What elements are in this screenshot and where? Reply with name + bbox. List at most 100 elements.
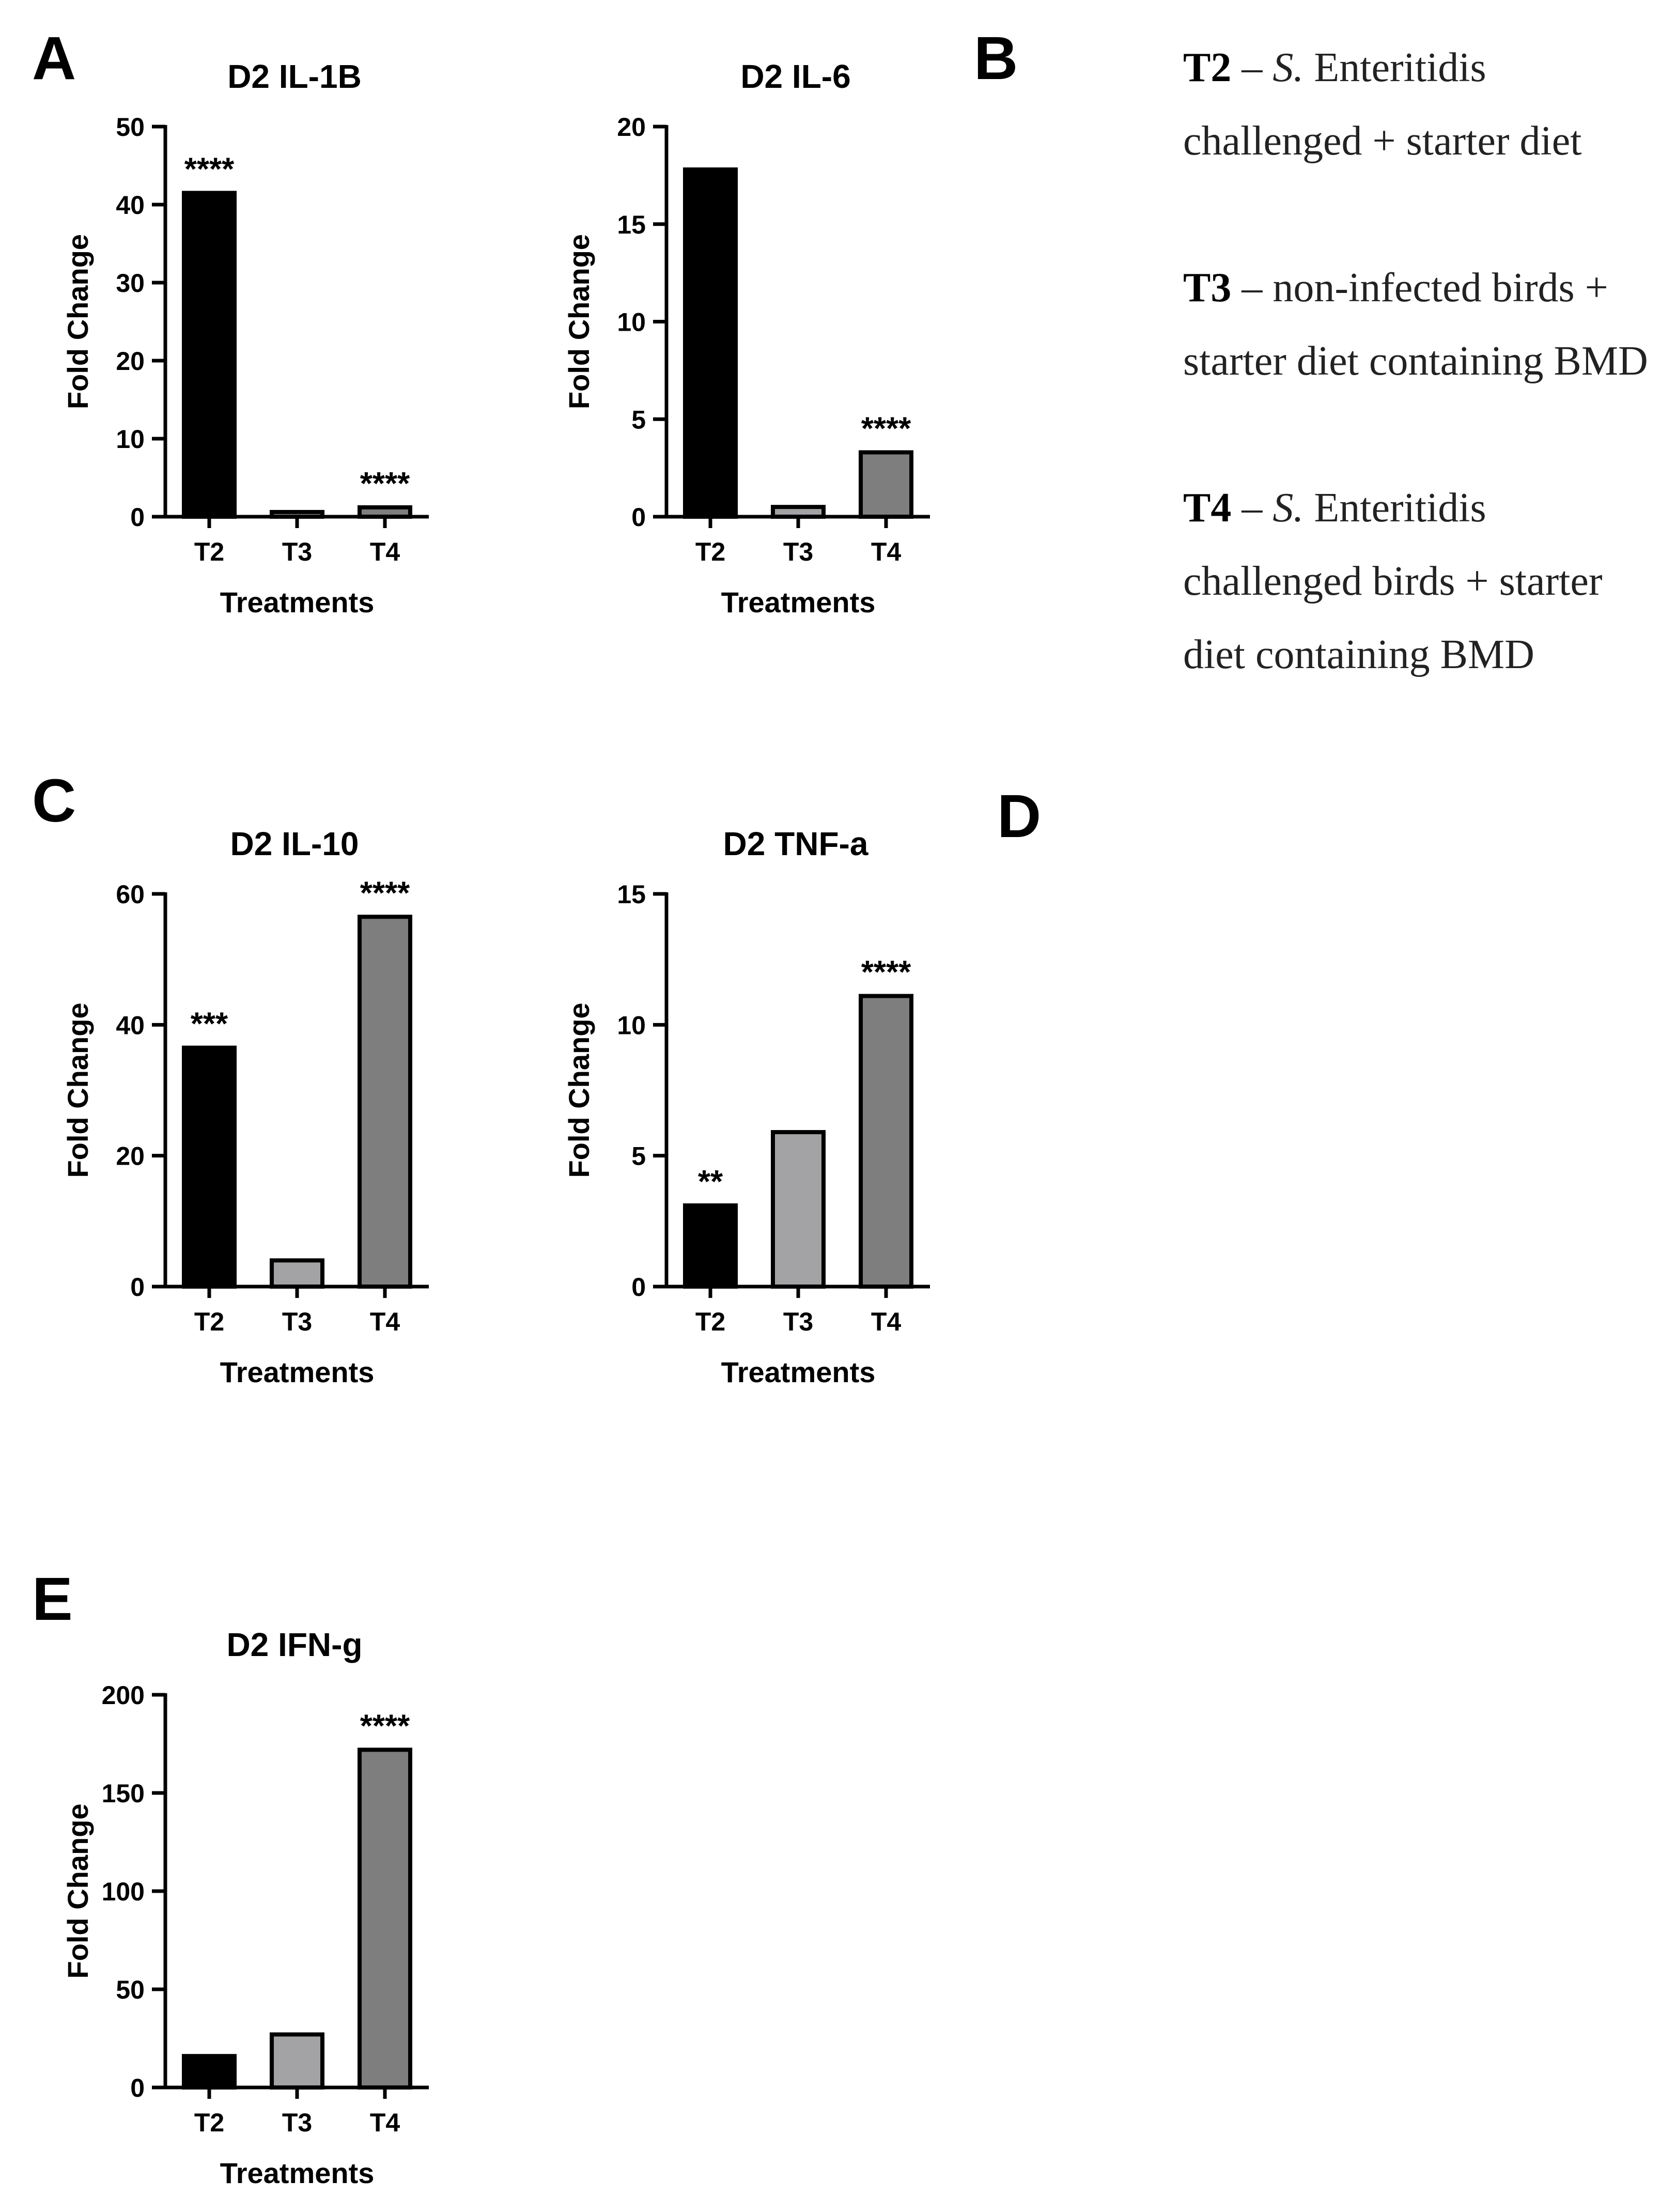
- x-tick-label: T4: [370, 537, 400, 566]
- bar-t3: [771, 1130, 826, 1289]
- bar-t2: [683, 167, 738, 519]
- legend-item-t2: T2 – S. Enteritidis challenged + starter…: [1183, 31, 1669, 178]
- chart-title: D2 IFN-g: [226, 1626, 362, 1663]
- significance-label: ****: [360, 466, 410, 502]
- y-tick-label: 40: [116, 191, 145, 220]
- chart-title: D2 IL-6: [740, 58, 850, 95]
- y-tick-label: 15: [617, 210, 646, 239]
- y-tick-label: 20: [116, 347, 145, 376]
- significance-label: ****: [861, 411, 911, 446]
- legend-item-t4: T4 – S. Enteritidis challenged birds + s…: [1183, 471, 1669, 691]
- x-tick-label: T2: [194, 1307, 224, 1336]
- x-tick-label: T4: [871, 1307, 902, 1336]
- y-tick-label: 50: [116, 1975, 145, 2004]
- significance-label: ****: [360, 1708, 410, 1744]
- x-axis-label: Treatments: [220, 586, 375, 618]
- y-tick-label: 0: [631, 1273, 646, 1302]
- x-tick-label: T4: [871, 537, 902, 566]
- significance-label: ***: [191, 1007, 228, 1042]
- bar-t4: [859, 994, 913, 1289]
- y-tick-label: 0: [130, 1273, 145, 1302]
- y-axis-label: Fold Change: [563, 1002, 595, 1178]
- bar-t2: [683, 1203, 738, 1289]
- bar-t2: [182, 191, 237, 519]
- bar-t4: [358, 915, 412, 1289]
- legend-dash: –: [1231, 265, 1273, 311]
- x-tick-label: T2: [194, 537, 224, 566]
- panel-letter-d: D: [997, 782, 1041, 850]
- y-tick-label: 60: [116, 880, 145, 909]
- x-tick-label: T2: [194, 2108, 224, 2137]
- treatment-legend: T2 – S. Enteritidis challenged + starter…: [1183, 31, 1669, 765]
- y-tick-label: 100: [102, 1877, 145, 1906]
- x-tick-label: T3: [783, 537, 813, 566]
- significance-label: ****: [360, 875, 410, 911]
- y-tick-label: 10: [617, 308, 646, 337]
- y-tick-label: 200: [102, 1681, 145, 1710]
- bar-t2: [182, 2054, 237, 2090]
- legend-code: T4: [1183, 485, 1232, 531]
- bar-t3: [270, 2032, 324, 2090]
- y-axis-label: Fold Change: [61, 1002, 94, 1178]
- y-tick-label: 10: [617, 1011, 646, 1040]
- y-axis-label: Fold Change: [61, 234, 94, 409]
- panel-letter-c: C: [32, 767, 76, 835]
- y-tick-label: 5: [631, 405, 646, 434]
- legend-code: T2: [1183, 45, 1232, 90]
- bar-t3: [270, 1258, 324, 1289]
- x-tick-label: T2: [695, 537, 725, 566]
- legend-italic: S.: [1272, 45, 1304, 90]
- bar-t2: [182, 1045, 237, 1289]
- x-axis-label: Treatments: [721, 586, 876, 618]
- significance-label: ****: [861, 955, 911, 991]
- y-tick-label: 50: [116, 113, 145, 142]
- chart-il1b: D2 IL-1B **** T2 T3 **** T4 0 10 20 30 40 50 Treatme…: [61, 58, 429, 618]
- chart-tnfa: D2 TNF-a ** T2 T3 **** T4 0 5 10 15 Treatments Fold…: [563, 825, 930, 1388]
- x-axis-label: Treatments: [721, 1356, 876, 1388]
- chart-ifng: D2 IFN-g T2 T3 **** T4 0 50 100 150 200 Treatments…: [61, 1626, 429, 2189]
- x-tick-label: T3: [282, 2108, 312, 2137]
- legend-italic: S.: [1272, 485, 1304, 531]
- legend-dash: –: [1231, 485, 1273, 531]
- panel-letter-a: A: [32, 24, 76, 92]
- y-axis-label: Fold Change: [563, 234, 595, 409]
- x-axis-label: Treatments: [220, 2157, 375, 2189]
- y-tick-label: 0: [130, 503, 145, 532]
- x-tick-label: T4: [370, 2108, 400, 2137]
- legend-item-t3: T3 – non-infected birds + starter diet c…: [1183, 251, 1669, 398]
- legend-text: Enteritidis challenged birds + starter d…: [1183, 485, 1603, 677]
- y-tick-label: 30: [116, 269, 145, 298]
- significance-label: **: [698, 1164, 723, 1200]
- legend-code: T3: [1183, 265, 1232, 311]
- significance-label: ****: [184, 151, 235, 187]
- legend-dash: –: [1231, 45, 1273, 90]
- x-tick-label: T4: [370, 1307, 400, 1336]
- x-tick-label: T3: [282, 1307, 312, 1336]
- bar-t4: [358, 1747, 412, 2090]
- chart-title: D2 IL-10: [230, 825, 359, 862]
- y-tick-label: 20: [617, 113, 646, 142]
- x-axis-label: Treatments: [220, 1356, 375, 1388]
- panel-letter-e: E: [32, 1565, 73, 1633]
- chart-il10: D2 IL-10 *** T2 T3 **** T4 0 20 40 60 Treatments Fo…: [61, 825, 429, 1388]
- y-tick-label: 5: [631, 1142, 646, 1171]
- chart-title: D2 TNF-a: [723, 825, 868, 862]
- panel-letter-b: B: [974, 24, 1018, 92]
- legend-text: Enteritidis challenged + starter diet: [1183, 45, 1582, 164]
- y-tick-label: 10: [116, 425, 145, 454]
- chart-il6: D2 IL-6 T2 T3 **** T4 0 5 10 15 20 Treatments Fold …: [563, 58, 930, 618]
- bar-t4: [859, 450, 913, 519]
- y-tick-label: 40: [116, 1011, 145, 1040]
- x-tick-label: T3: [783, 1307, 813, 1336]
- y-tick-label: 15: [617, 880, 646, 909]
- y-tick-label: 20: [116, 1142, 145, 1171]
- x-tick-label: T2: [695, 1307, 725, 1336]
- y-axis-label: Fold Change: [61, 1803, 94, 1978]
- y-tick-label: 150: [102, 1779, 145, 1808]
- legend-text: non-infected birds + starter diet contai…: [1183, 265, 1648, 384]
- y-tick-label: 0: [130, 2074, 145, 2102]
- chart-title: D2 IL-1B: [227, 58, 362, 95]
- y-tick-label: 0: [631, 503, 646, 532]
- x-tick-label: T3: [282, 537, 312, 566]
